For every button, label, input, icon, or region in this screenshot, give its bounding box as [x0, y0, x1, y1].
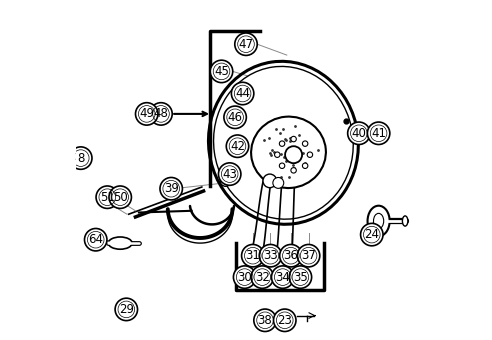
Circle shape: [254, 309, 277, 332]
Circle shape: [251, 266, 274, 288]
Circle shape: [303, 163, 308, 169]
Text: 8: 8: [77, 152, 85, 165]
Circle shape: [218, 163, 241, 185]
Circle shape: [235, 33, 257, 55]
Circle shape: [85, 228, 107, 251]
Ellipse shape: [214, 66, 353, 219]
Text: 64: 64: [88, 233, 103, 246]
Circle shape: [109, 186, 131, 208]
Text: 42: 42: [230, 140, 245, 153]
Text: 43: 43: [222, 168, 237, 181]
Circle shape: [273, 177, 284, 188]
Circle shape: [291, 168, 296, 173]
Circle shape: [272, 266, 294, 288]
Text: 24: 24: [364, 228, 379, 241]
Circle shape: [275, 152, 280, 157]
Circle shape: [231, 82, 254, 105]
Circle shape: [233, 266, 256, 288]
Text: 47: 47: [239, 38, 253, 51]
Text: 36: 36: [283, 249, 298, 262]
Circle shape: [348, 122, 370, 144]
Text: 33: 33: [263, 249, 278, 262]
Ellipse shape: [368, 206, 390, 236]
Circle shape: [279, 141, 285, 146]
Text: 40: 40: [351, 127, 367, 140]
Text: 46: 46: [228, 111, 243, 124]
Circle shape: [210, 60, 233, 83]
Text: 29: 29: [119, 303, 134, 316]
Circle shape: [297, 244, 320, 267]
Ellipse shape: [251, 117, 326, 188]
Circle shape: [224, 106, 246, 129]
Text: 23: 23: [277, 314, 292, 327]
Ellipse shape: [108, 237, 132, 249]
Circle shape: [274, 309, 296, 332]
Circle shape: [226, 135, 249, 157]
Text: 45: 45: [214, 65, 229, 78]
Circle shape: [160, 177, 183, 200]
Circle shape: [263, 174, 277, 188]
Text: 34: 34: [276, 271, 290, 284]
Text: 30: 30: [237, 271, 252, 284]
Circle shape: [115, 298, 138, 321]
Text: 35: 35: [293, 271, 308, 284]
Text: 48: 48: [154, 107, 168, 120]
Circle shape: [361, 223, 383, 246]
Text: 37: 37: [301, 249, 316, 262]
Circle shape: [96, 186, 119, 208]
Circle shape: [227, 174, 235, 181]
Circle shape: [135, 103, 158, 125]
Circle shape: [69, 147, 92, 169]
Circle shape: [303, 141, 308, 146]
Text: 38: 38: [258, 314, 273, 327]
Text: 44: 44: [235, 87, 250, 100]
Text: 31: 31: [246, 249, 260, 262]
Text: 39: 39: [164, 182, 179, 195]
Circle shape: [242, 244, 264, 267]
Text: 32: 32: [255, 271, 270, 284]
Text: 41: 41: [371, 127, 386, 140]
Circle shape: [279, 163, 285, 169]
Circle shape: [307, 152, 312, 157]
Circle shape: [259, 244, 282, 267]
Circle shape: [368, 122, 390, 144]
Circle shape: [220, 175, 231, 186]
Text: 49: 49: [139, 107, 154, 120]
Circle shape: [150, 103, 172, 125]
Circle shape: [291, 136, 296, 142]
Ellipse shape: [402, 216, 408, 226]
Ellipse shape: [373, 214, 384, 229]
Text: 51: 51: [100, 191, 115, 204]
Circle shape: [289, 266, 311, 288]
Circle shape: [285, 146, 302, 163]
Text: 50: 50: [113, 191, 127, 204]
Circle shape: [279, 244, 302, 267]
